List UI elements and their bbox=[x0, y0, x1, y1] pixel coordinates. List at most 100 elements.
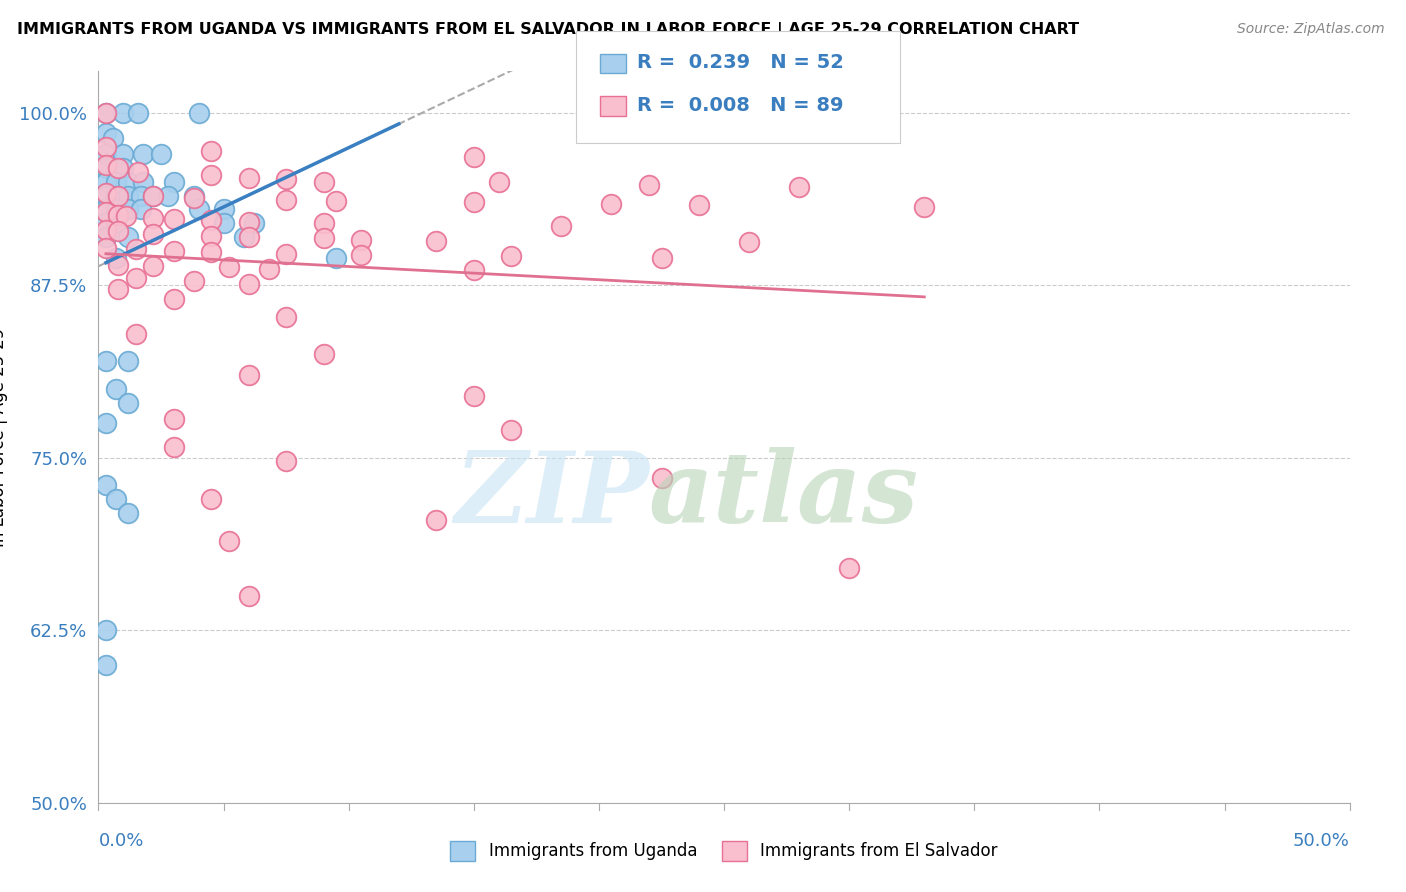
Point bbox=[117, 230, 139, 244]
Point bbox=[94, 223, 117, 237]
Point bbox=[501, 249, 523, 263]
Point bbox=[183, 191, 205, 205]
Point bbox=[212, 216, 235, 230]
Point bbox=[162, 175, 184, 189]
Point bbox=[274, 172, 298, 186]
Text: Source: ZipAtlas.com: Source: ZipAtlas.com bbox=[1237, 22, 1385, 37]
Point bbox=[104, 202, 127, 217]
Point bbox=[274, 246, 298, 260]
Point bbox=[94, 140, 117, 154]
Point bbox=[550, 219, 572, 233]
Point bbox=[94, 158, 117, 172]
Point bbox=[94, 657, 117, 672]
Legend: Immigrants from Uganda, Immigrants from El Salvador: Immigrants from Uganda, Immigrants from … bbox=[443, 834, 1005, 868]
Point bbox=[117, 175, 139, 189]
Point bbox=[650, 251, 672, 265]
Point bbox=[132, 175, 155, 189]
Point bbox=[238, 230, 260, 244]
Point bbox=[104, 216, 127, 230]
Point bbox=[94, 205, 117, 219]
Point bbox=[94, 147, 117, 161]
Point bbox=[312, 347, 335, 361]
Point bbox=[104, 382, 127, 396]
Text: 0.0%: 0.0% bbox=[98, 832, 143, 850]
Point bbox=[117, 506, 139, 520]
Text: IMMIGRANTS FROM UGANDA VS IMMIGRANTS FROM EL SALVADOR IN LABOR FORCE | AGE 25-29: IMMIGRANTS FROM UGANDA VS IMMIGRANTS FRO… bbox=[17, 22, 1078, 38]
Point bbox=[107, 258, 129, 272]
Point bbox=[238, 215, 260, 229]
Text: atlas: atlas bbox=[650, 448, 920, 544]
Point bbox=[112, 161, 135, 175]
Point bbox=[688, 198, 710, 212]
Point bbox=[200, 213, 222, 227]
Point bbox=[274, 310, 298, 324]
Point bbox=[94, 230, 117, 244]
Point bbox=[200, 228, 222, 243]
Point bbox=[142, 211, 165, 225]
Point bbox=[94, 161, 117, 175]
Point bbox=[238, 368, 260, 382]
Point bbox=[463, 150, 485, 164]
Point bbox=[112, 147, 135, 161]
Point bbox=[212, 202, 235, 217]
Point bbox=[157, 188, 180, 202]
Point bbox=[162, 212, 184, 227]
Point bbox=[142, 227, 165, 242]
Point bbox=[117, 188, 139, 202]
Point bbox=[650, 471, 672, 485]
Point bbox=[274, 193, 298, 207]
Point bbox=[129, 188, 152, 202]
Point bbox=[94, 241, 117, 255]
Point bbox=[107, 161, 129, 175]
Point bbox=[94, 188, 117, 202]
Point bbox=[142, 188, 165, 202]
Text: ZIP: ZIP bbox=[454, 448, 650, 544]
Point bbox=[187, 202, 209, 217]
Point bbox=[325, 194, 347, 208]
Point bbox=[104, 188, 127, 202]
Point bbox=[94, 127, 117, 141]
Point bbox=[125, 271, 148, 285]
Point bbox=[125, 243, 148, 257]
Point bbox=[488, 175, 510, 189]
Point bbox=[257, 261, 280, 276]
Point bbox=[183, 188, 205, 202]
Point bbox=[463, 195, 485, 210]
Point bbox=[94, 105, 117, 120]
Point bbox=[104, 492, 127, 507]
Point bbox=[117, 395, 139, 409]
Point bbox=[200, 492, 222, 507]
Point bbox=[107, 208, 129, 222]
Point bbox=[463, 263, 485, 277]
Point bbox=[501, 423, 523, 437]
Point bbox=[713, 120, 735, 134]
Point bbox=[162, 244, 184, 258]
Point bbox=[242, 216, 264, 230]
Point bbox=[738, 235, 761, 250]
Text: 50.0%: 50.0% bbox=[1294, 832, 1350, 850]
Text: R =  0.239   N = 52: R = 0.239 N = 52 bbox=[637, 53, 844, 72]
Point bbox=[107, 282, 129, 296]
Point bbox=[350, 248, 373, 262]
Point bbox=[838, 561, 860, 575]
Point bbox=[94, 175, 117, 189]
Point bbox=[312, 216, 335, 230]
Point bbox=[94, 186, 117, 200]
Point bbox=[200, 168, 222, 182]
Point bbox=[200, 245, 222, 260]
Point bbox=[107, 188, 129, 202]
Point bbox=[132, 147, 155, 161]
Point bbox=[162, 412, 184, 426]
Point bbox=[125, 326, 148, 341]
Point bbox=[183, 274, 205, 288]
Point bbox=[142, 259, 165, 273]
Point bbox=[117, 202, 139, 217]
Point bbox=[142, 188, 165, 202]
Point bbox=[218, 533, 240, 548]
Point bbox=[787, 180, 810, 194]
Point bbox=[238, 170, 260, 185]
Point bbox=[238, 277, 260, 291]
Point bbox=[463, 389, 485, 403]
Point bbox=[600, 197, 623, 211]
Point bbox=[232, 230, 254, 244]
